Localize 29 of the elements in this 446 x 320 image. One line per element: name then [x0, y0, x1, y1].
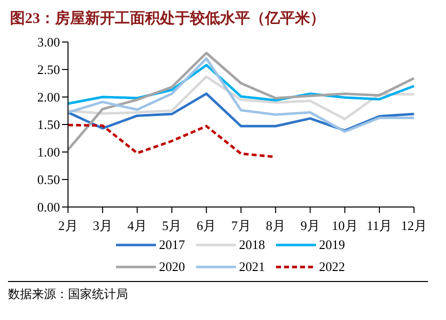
x-tick-label: 8月 [266, 218, 286, 234]
x-tick-label: 3月 [92, 218, 112, 234]
legend-label: 2020 [159, 259, 185, 275]
legend-label: 2019 [319, 237, 345, 253]
x-tick-label: 12月 [401, 218, 427, 234]
x-tick-label: 2月 [58, 218, 78, 234]
legend-label: 2022 [319, 259, 345, 275]
x-tick-label: 7月 [231, 218, 251, 234]
y-tick-label: 1.50 [37, 117, 60, 132]
source-note: 数据来源：国家统计局 [8, 281, 428, 303]
x-tick-label: 11月 [366, 218, 392, 234]
x-tick-label: 4月 [127, 218, 147, 234]
line-series [66, 52, 416, 152]
x-tick-label: 5月 [162, 218, 182, 234]
chart-title: 图23：房屋新开工面积处于较低水平（亿平米） [10, 9, 326, 29]
line-series [66, 75, 416, 120]
y-tick-label: 3.00 [37, 34, 60, 50]
y-tick-label: 2.50 [37, 62, 60, 78]
y-tick-label: 0.00 [37, 200, 60, 215]
x-tick-label: 9月 [300, 218, 320, 234]
y-tick-label: 1.00 [37, 144, 60, 160]
x-tick-label: 6月 [196, 218, 216, 234]
legend-label: 2021 [239, 259, 265, 275]
x-tick-label: 10月 [332, 218, 358, 234]
y-tick-label: 0.50 [37, 172, 60, 188]
legend-label: 2017 [159, 237, 185, 253]
y-tick-label: 2.00 [37, 90, 60, 105]
line-series [66, 57, 416, 133]
legend-label: 2018 [239, 237, 265, 253]
